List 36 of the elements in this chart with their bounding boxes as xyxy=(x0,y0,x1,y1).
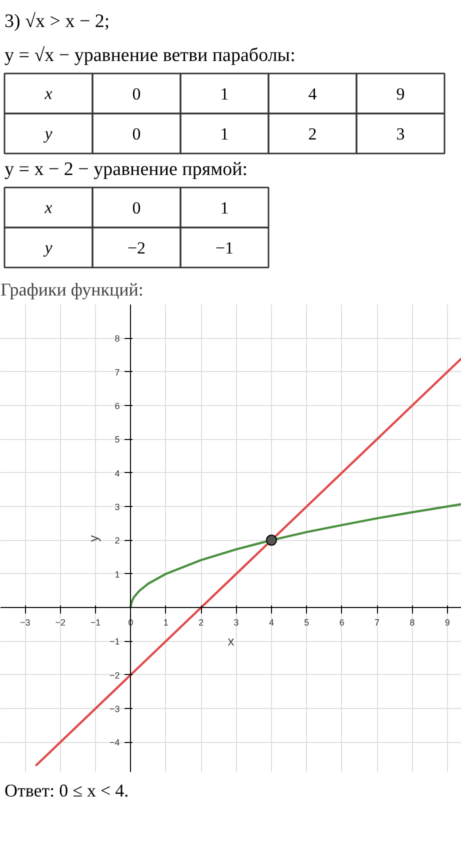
x-tick-label: −2 xyxy=(55,618,66,628)
text: x 0 1 4 9 xyxy=(44,84,405,104)
x-tick-label: −3 xyxy=(20,618,30,628)
y-tick-label: −4 xyxy=(109,738,120,748)
line-series xyxy=(130,503,461,609)
text: 3) √x > x − 2; xyxy=(4,11,110,32)
x-tick-label: 5 xyxy=(304,618,310,628)
y-axis-title: y xyxy=(86,534,102,542)
x-tick-label: 2 xyxy=(198,618,204,628)
chart-title: Графики функций: xyxy=(0,280,144,300)
x-tick-label: −1 xyxy=(90,618,101,628)
x-tick-label: 7 xyxy=(374,618,380,628)
y-tick-label: 8 xyxy=(114,334,120,344)
y-tick-label: 4 xyxy=(114,468,120,478)
text: y 0 1 2 3 xyxy=(44,124,405,144)
y-tick-label: −2 xyxy=(109,670,120,680)
y-tick-label: 2 xyxy=(114,536,120,546)
x-tick-label: 9 xyxy=(444,618,450,628)
y-tick-label: 5 xyxy=(114,434,120,445)
y-tick-label: 3 xyxy=(114,502,120,512)
x-tick-label: 8 xyxy=(410,618,415,628)
x-tick-label: 4 xyxy=(268,618,274,628)
x-tick-label: 6 xyxy=(339,618,344,628)
text: y = √x − уравнение ветви параболы: xyxy=(4,45,296,66)
y-tick-label: −3 xyxy=(109,704,120,714)
text: x 0 1 xyxy=(44,198,229,218)
y-tick-label: 1 xyxy=(114,569,120,580)
x-tick-label: 3 xyxy=(234,618,239,628)
text: Ответ: 0 ≤ x < 4. xyxy=(4,780,129,800)
y-tick-label: −1 xyxy=(109,636,120,647)
text: y −2 −1 xyxy=(44,238,234,258)
x-axis-title: x xyxy=(228,634,235,648)
x-tick-label: 1 xyxy=(163,618,168,628)
y-tick-label: 6 xyxy=(114,401,120,412)
y-tick-label: 7 xyxy=(114,367,120,378)
text: y = x − 2 − уравнение прямой: xyxy=(4,159,248,180)
